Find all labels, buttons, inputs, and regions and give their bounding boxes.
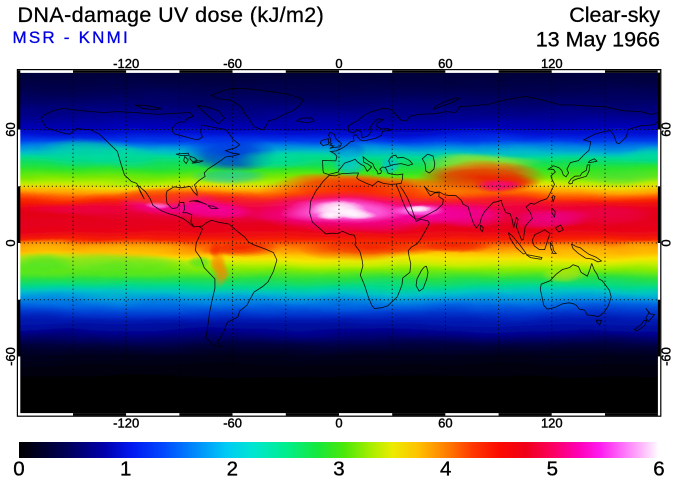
svg-text:MSR - KNMI: MSR - KNMI bbox=[13, 28, 130, 47]
svg-text:DNA-damage UV dose (kJ/m2): DNA-damage UV dose (kJ/m2) bbox=[18, 3, 325, 27]
svg-text:4: 4 bbox=[440, 458, 451, 480]
svg-text:1: 1 bbox=[120, 458, 131, 480]
svg-text:60: 60 bbox=[3, 122, 18, 136]
svg-text:5: 5 bbox=[547, 458, 558, 480]
svg-text:60: 60 bbox=[438, 56, 452, 71]
svg-text:60: 60 bbox=[438, 416, 452, 431]
svg-text:0: 0 bbox=[335, 416, 342, 431]
svg-text:2: 2 bbox=[227, 458, 238, 480]
svg-text:-60: -60 bbox=[3, 347, 18, 366]
svg-text:Clear-sky: Clear-sky bbox=[569, 3, 660, 27]
svg-text:-60: -60 bbox=[659, 347, 674, 366]
svg-text:-60: -60 bbox=[223, 56, 242, 71]
svg-text:6: 6 bbox=[653, 458, 664, 480]
svg-text:120: 120 bbox=[541, 416, 563, 431]
svg-text:0: 0 bbox=[3, 239, 18, 246]
svg-text:60: 60 bbox=[659, 122, 674, 136]
svg-text:-60: -60 bbox=[223, 416, 242, 431]
svg-text:120: 120 bbox=[541, 56, 563, 71]
svg-text:-120: -120 bbox=[113, 56, 139, 71]
svg-text:0: 0 bbox=[335, 56, 342, 71]
svg-text:3: 3 bbox=[333, 458, 344, 480]
svg-text:-120: -120 bbox=[113, 416, 139, 431]
svg-text:0: 0 bbox=[13, 458, 24, 480]
svg-text:0: 0 bbox=[659, 239, 674, 246]
svg-text:13 May 1966: 13 May 1966 bbox=[536, 28, 660, 52]
